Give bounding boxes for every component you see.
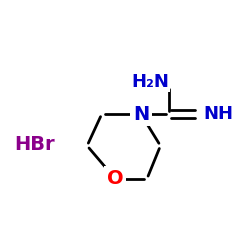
Text: H₂N: H₂N: [131, 73, 169, 91]
Text: O: O: [107, 169, 124, 188]
Text: N: N: [133, 104, 149, 124]
Text: HBr: HBr: [14, 135, 55, 154]
Text: NH: NH: [203, 105, 233, 123]
